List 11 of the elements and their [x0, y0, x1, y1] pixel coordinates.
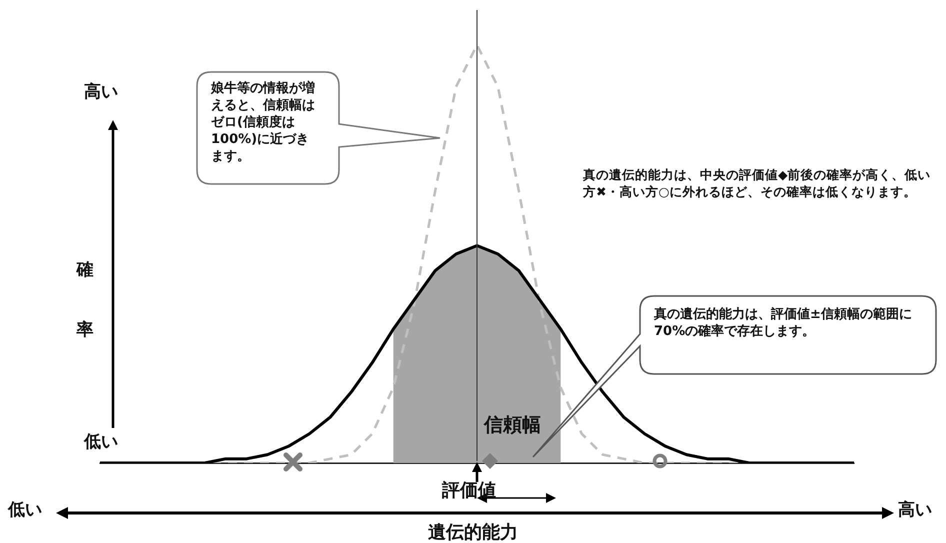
annotation: 娘牛等の情報が増えると、信頼幅はゼロ(信頼度は100%)に近づきます。 — [210, 80, 316, 166]
text: 評価値 — [442, 480, 496, 502]
text: 高い — [898, 500, 932, 520]
annotation: 低い — [84, 432, 118, 452]
annotation: 高い — [84, 82, 118, 102]
x-axis-title: 遺伝的能力 — [427, 522, 519, 543]
annotation: 真の遺伝的能力は、評価値±信頼幅の範囲に70%の確率で存在します。 — [653, 306, 913, 341]
annotation: 信頼幅 — [484, 414, 541, 436]
text: 確率 — [76, 260, 94, 340]
text: 低い — [8, 500, 42, 520]
annotation: 真の遺伝的能力は、中央の評価値◆前後の確率が高く、低い方✖・高い方○に外れるほど、その確率は低くなります。 — [583, 166, 932, 200]
